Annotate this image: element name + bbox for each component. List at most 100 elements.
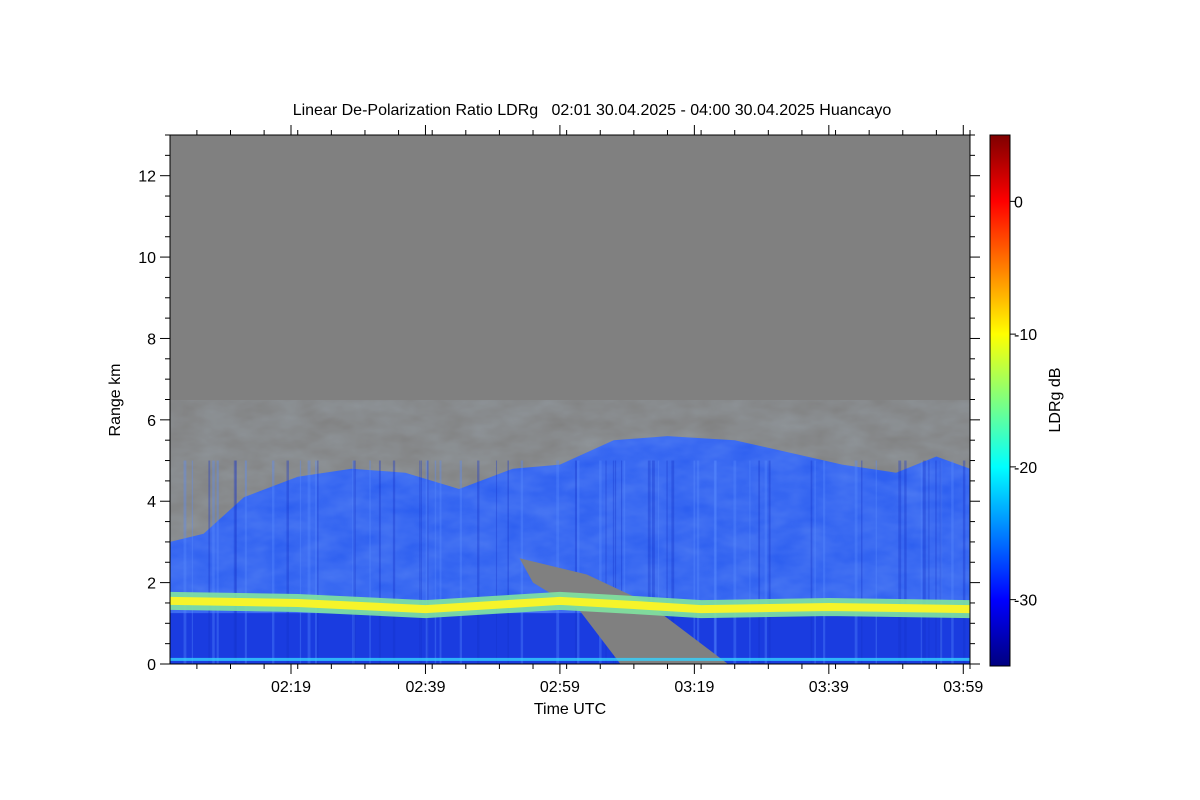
- x-tick-label: 02:39: [405, 679, 445, 696]
- profile-stripe: [693, 460, 696, 664]
- profile-stripe: [245, 460, 247, 664]
- profile-stripe: [920, 460, 922, 664]
- colorbar-label: LDRg dB: [1047, 368, 1064, 433]
- colorbar-ticks: 0 -10 -20 -30: [1010, 194, 1037, 610]
- colorbar-tick-label: -20: [1014, 460, 1037, 477]
- profile-stripe: [439, 460, 442, 664]
- profile-stripe: [286, 460, 289, 664]
- profile-stripe: [577, 460, 580, 664]
- lower-layer-region: [170, 613, 970, 664]
- profile-stripe: [507, 460, 509, 664]
- profile-stripe: [612, 460, 614, 664]
- profile-stripe: [434, 460, 437, 664]
- y-tick-label: 2: [147, 576, 156, 593]
- profile-stripe: [353, 460, 356, 664]
- profile-stripe: [556, 460, 560, 664]
- elevated-layer: [170, 596, 970, 614]
- profile-stripe: [951, 460, 954, 664]
- profile-stripe: [315, 460, 317, 664]
- y-tick-label: 4: [147, 494, 156, 511]
- profile-stripe: [599, 460, 602, 664]
- profile-stripe: [713, 460, 717, 664]
- profile-stripe: [459, 460, 462, 664]
- plot-area: [170, 135, 970, 664]
- profile-stripe: [962, 460, 966, 664]
- profile-stripe: [183, 460, 187, 664]
- profile-stripe: [235, 460, 237, 664]
- profile-stripe: [666, 460, 668, 664]
- profile-stripe: [768, 460, 771, 664]
- x-tick-label: 02:59: [540, 679, 580, 696]
- profile-stripe: [317, 460, 319, 664]
- profile-stripe: [758, 460, 761, 664]
- profile-stripe: [875, 460, 877, 664]
- profile-stripe: [823, 460, 826, 664]
- profile-stripe: [299, 460, 302, 664]
- profile-stripe: [814, 460, 816, 664]
- x-axis: 02:19 02:39 02:59 03:19 03:39 03:59: [196, 125, 983, 696]
- profile-stripe: [621, 460, 623, 664]
- profile-stripe: [714, 460, 717, 664]
- profile-stripe: [623, 460, 626, 664]
- y-axis-label: Range km: [107, 364, 124, 437]
- y-tick-label: 12: [138, 169, 156, 186]
- profile-stripe: [427, 460, 429, 664]
- profile-stripe: [233, 460, 237, 664]
- y-axis: 0 2 4 6 8 10 12: [138, 134, 980, 674]
- profile-stripe: [928, 460, 930, 664]
- x-axis-label: Time UTC: [534, 701, 606, 718]
- profile-stripe: [352, 460, 356, 664]
- profile-stripe: [495, 460, 498, 664]
- colorbar-tick-label: -10: [1014, 327, 1037, 344]
- x-tick-label: 03:19: [674, 679, 714, 696]
- near-ground-band: [170, 657, 970, 661]
- y-tick-label: 10: [138, 250, 156, 267]
- profile-stripe: [935, 460, 937, 664]
- profile-stripe: [392, 460, 396, 664]
- x-tick-label: 03:39: [809, 679, 849, 696]
- profile-stripe: [671, 460, 675, 664]
- profile-stripe: [244, 460, 246, 664]
- profile-stripe: [904, 460, 907, 664]
- colorbar-tick-label: -30: [1014, 593, 1037, 610]
- profile-stripe: [271, 460, 275, 664]
- profile-stripe: [733, 460, 737, 664]
- profile-stripe: [922, 460, 926, 664]
- profile-stripe: [212, 460, 215, 664]
- profile-stripe: [764, 460, 768, 664]
- profile-stripe: [940, 460, 943, 664]
- profile-stripe: [810, 460, 813, 664]
- profile-stripe: [651, 460, 655, 664]
- x-tick-label: 02:19: [271, 679, 311, 696]
- profile-stripe: [854, 460, 858, 664]
- profile-stripe: [898, 460, 902, 664]
- x-tick-label: 03:59: [943, 679, 983, 696]
- profile-stripe: [939, 460, 942, 664]
- profile-stripe: [420, 460, 422, 664]
- profile-stripe: [216, 460, 219, 664]
- profile-stripe: [647, 460, 651, 664]
- profile-stripe: [307, 460, 311, 664]
- colorbar: [989, 134, 1011, 667]
- profile-stripe: [574, 460, 578, 664]
- profile-stripe: [614, 460, 617, 664]
- y-tick-label: 6: [147, 413, 156, 430]
- profile-stripe: [605, 460, 607, 664]
- profile-stripe: [369, 460, 371, 664]
- profile-stripe: [191, 460, 193, 664]
- profile-stripes: [183, 460, 966, 664]
- colorbar-tick-label: 0: [1014, 194, 1023, 211]
- profile-stripe: [696, 460, 700, 664]
- profile-stripe: [425, 460, 429, 664]
- profile-stripe: [419, 460, 421, 664]
- profile-stripe: [378, 460, 381, 664]
- profile-stripe: [477, 460, 480, 664]
- profile-stripe: [208, 460, 211, 664]
- y-tick-label: 0: [147, 657, 156, 674]
- profile-stripe: [658, 460, 660, 664]
- chart-title: Linear De-Polarization Ratio LDRg 02:01 …: [293, 102, 892, 119]
- profile-stripe: [861, 460, 863, 664]
- profile-stripe: [749, 460, 751, 664]
- y-tick-label: 8: [147, 331, 156, 348]
